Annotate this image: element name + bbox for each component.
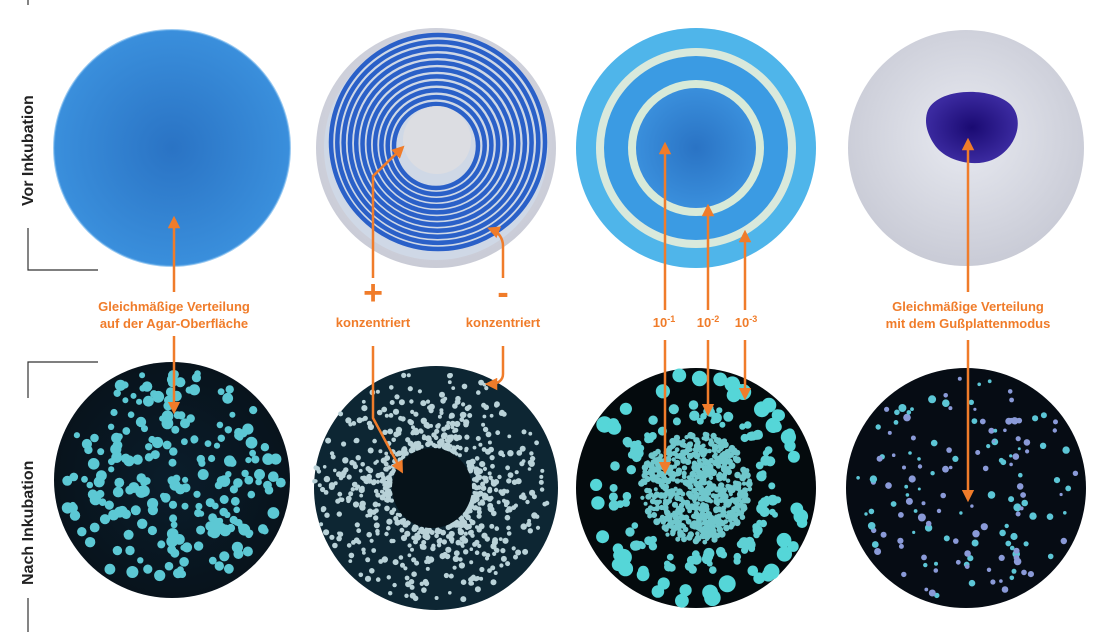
label-pour-line2: mit dem Gußplattenmodus: [885, 316, 1051, 331]
plate-pour-before: [848, 30, 1084, 266]
plate-spiral-after: [312, 366, 558, 610]
dilution-1-exp: -1: [667, 314, 676, 324]
dilution-3-base: 10: [734, 315, 750, 330]
dilution-3-exp: -3: [749, 314, 758, 324]
arrow-plus-down: [371, 346, 403, 474]
bracket-after: [27, 361, 98, 632]
plate-spiral-before: [316, 28, 556, 268]
dilution-1-base: 10: [652, 315, 668, 330]
arrow-plus-up: [371, 145, 405, 278]
plate-dilution-before: [576, 28, 816, 268]
label-pour-line1: Gleichmäßige Verteilung: [892, 299, 1044, 314]
bracket-before: [27, 0, 98, 271]
label-uniform-line2: auf der Agar-Oberfläche: [99, 316, 249, 331]
label-plus-concentrated: konzentriert: [335, 315, 411, 330]
label-dilution-2: 10-2: [688, 314, 728, 331]
label-uniform-line1: Gleichmäßige Verteilung: [98, 299, 250, 314]
plate-uniform-before: [54, 30, 290, 266]
label-minus-concentrated: konzentriert: [465, 315, 541, 330]
plate-uniform-after: [54, 362, 290, 598]
label-dilution-1: 10-1: [644, 314, 684, 331]
label-pour-plate: Gleichmäßige Verteilung mit dem Gußplatt…: [858, 298, 1078, 332]
arrow-minus-down: [484, 346, 505, 391]
minus-sign: -: [497, 274, 509, 312]
label-uniform-spread: Gleichmäßige Verteilung auf der Agar-Obe…: [74, 298, 274, 332]
plate-dilution-after: [576, 368, 816, 608]
plus-sign: +: [363, 274, 383, 312]
label-dilution-3: 10-3: [726, 314, 766, 331]
dilution-2-base: 10: [696, 315, 712, 330]
arrow-minus-up: [487, 226, 505, 278]
dilution-2-exp: -2: [711, 314, 720, 324]
plate-pour-after: [846, 368, 1086, 608]
